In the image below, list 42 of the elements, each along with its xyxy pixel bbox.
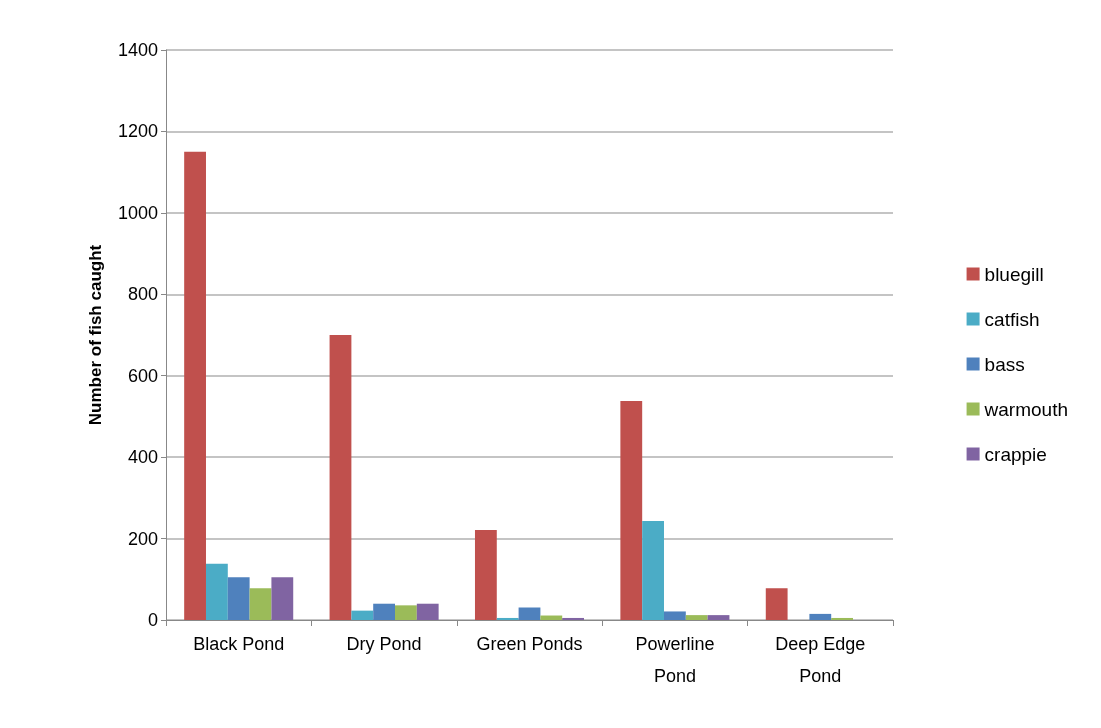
bar [765,588,788,620]
y-tick-label: 400 [127,447,158,468]
bar [373,603,396,620]
legend-label: bluegill [984,263,1044,285]
x-tick-label: Black Pond [193,634,285,654]
x-tick-label: Green Ponds [476,634,583,654]
y-tick-label: 600 [127,365,158,386]
bar [685,615,708,620]
bar [518,607,541,620]
y-tick-label: 800 [127,284,158,305]
legend-label: warmouth [983,398,1068,420]
bar [707,615,730,620]
bar [271,577,294,620]
bar [496,617,519,620]
legend-label: catfish [984,308,1040,330]
legend-label: bass [984,353,1025,375]
bar [642,521,664,620]
bar [205,563,228,620]
x-tick-label: Deep Edge Pond [775,634,866,686]
bar [562,617,585,620]
y-tick-label: 1200 [117,121,158,142]
bar [227,577,250,620]
y-axis-title: Number of fish caught [86,244,105,426]
y-tick-label: 1400 [117,40,158,60]
x-tick-label: Powerline Pond [635,634,715,686]
y-tick-label: 0 [147,610,158,630]
bar [416,603,439,620]
x-tick-label: Dry Pond [346,634,422,654]
bar [474,530,497,620]
bar [831,617,854,620]
bar [809,613,832,620]
bar [620,400,643,620]
bar [249,588,272,620]
bar [329,335,352,620]
y-tick-label: 200 [127,528,158,549]
bar [184,151,206,620]
legend-label: crappie [984,443,1047,465]
bar [351,610,374,620]
bar [540,615,563,620]
y-tick-label: 1000 [117,202,158,223]
bar [664,611,686,620]
bar [395,605,417,620]
